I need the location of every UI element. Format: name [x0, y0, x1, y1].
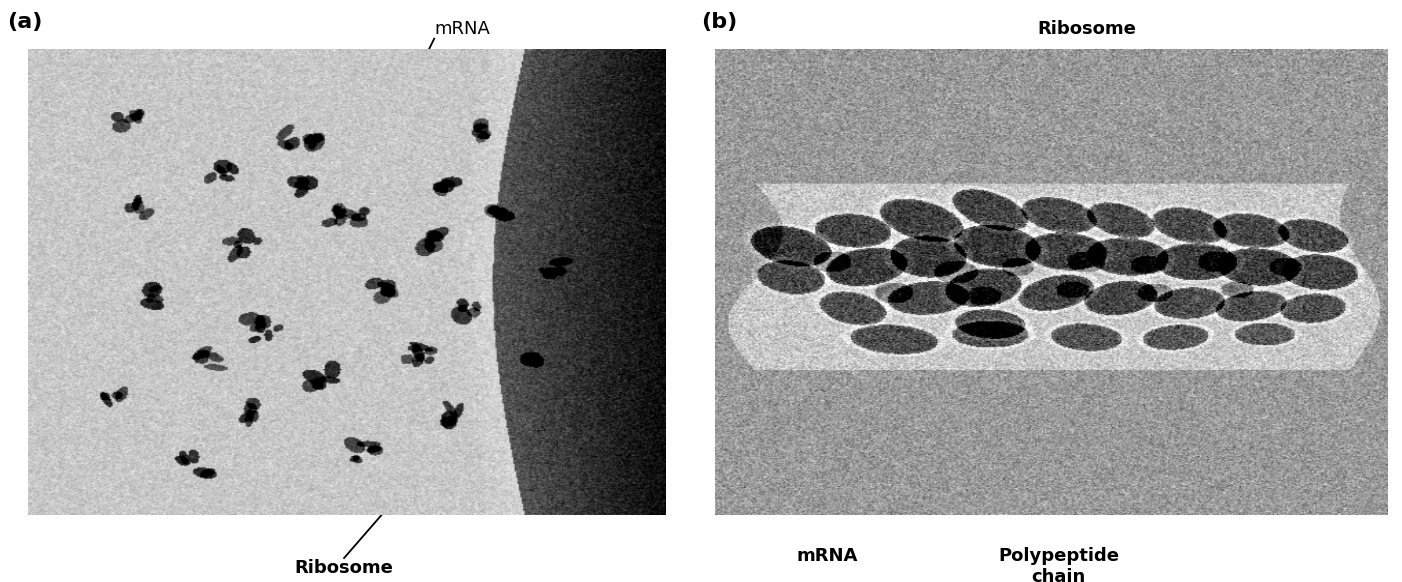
- Text: Polypeptide
chain: Polypeptide chain: [998, 547, 1119, 582]
- Text: (b): (b): [701, 12, 737, 31]
- Text: Ribosome: Ribosome: [294, 559, 393, 577]
- Text: mRNA: mRNA: [796, 547, 858, 565]
- Text: mRNA: mRNA: [435, 20, 491, 38]
- Text: (a): (a): [7, 12, 42, 31]
- Text: Ribosome: Ribosome: [1037, 20, 1137, 38]
